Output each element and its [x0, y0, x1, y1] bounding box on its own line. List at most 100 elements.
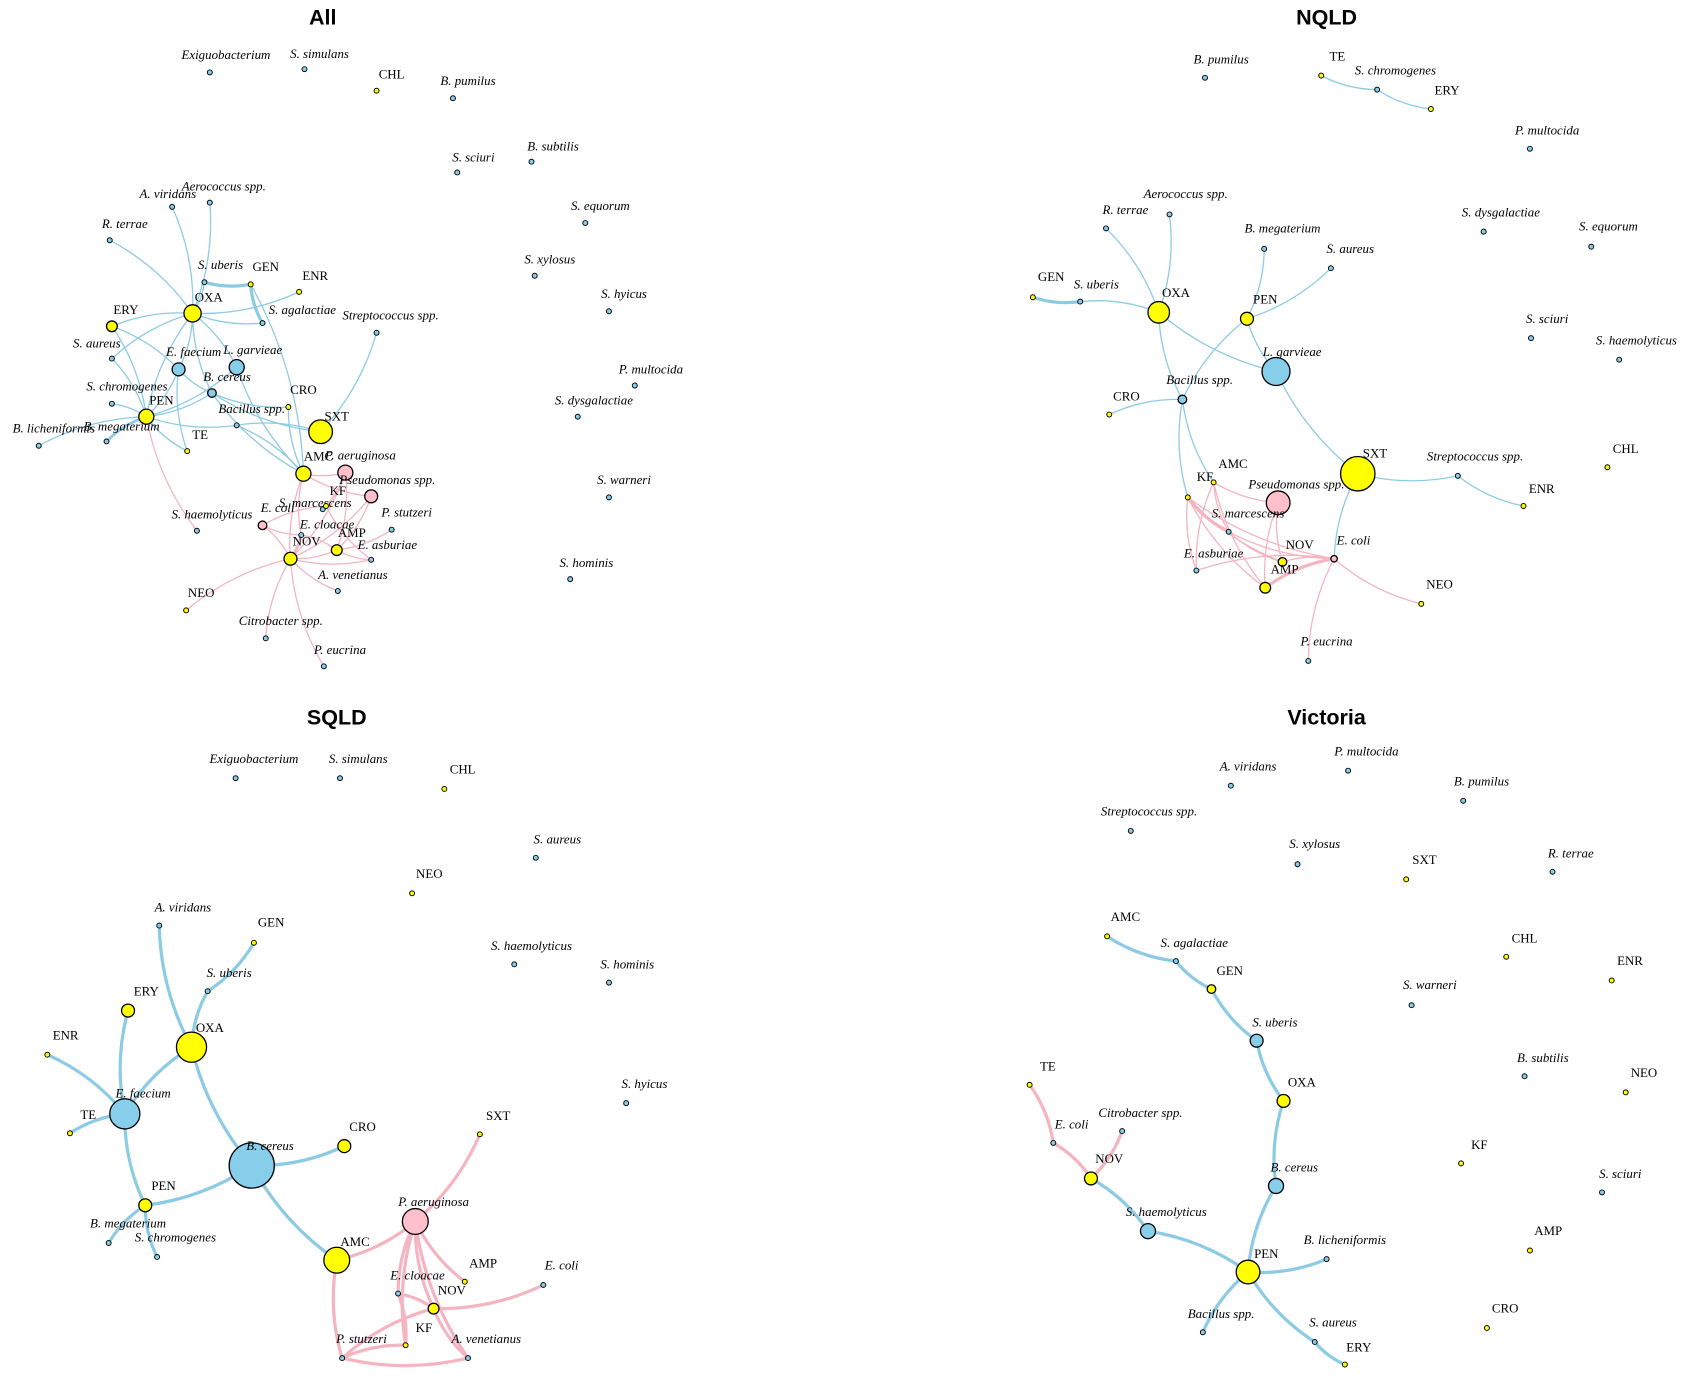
antibiotic-label: KF [416, 1320, 433, 1335]
species-label: B. cereus [203, 369, 251, 384]
node [605, 308, 612, 315]
antibiotic-label: GEN [252, 259, 279, 274]
edge [1181, 318, 1248, 401]
node [1166, 211, 1173, 218]
species-label: A. viridans [139, 186, 197, 201]
antibiotic-label: AMC [340, 1234, 369, 1249]
antibiotic-label: NEO [188, 585, 215, 600]
species-label: B. megaterium [90, 1216, 166, 1231]
node [623, 1100, 630, 1107]
edge [111, 312, 194, 360]
edge [109, 239, 194, 315]
species-label: S. uberis [1074, 276, 1119, 291]
node [1139, 1222, 1157, 1240]
node [1503, 953, 1510, 960]
edge [1320, 74, 1378, 91]
antibiotic-label: NOV [438, 1282, 467, 1297]
edge [261, 505, 327, 526]
species-label: S. uberis [207, 965, 252, 980]
node [1261, 356, 1291, 387]
node [461, 1278, 468, 1285]
node [250, 939, 257, 946]
edge [1178, 398, 1189, 499]
node [175, 1031, 208, 1063]
node [1239, 311, 1255, 326]
edge [1228, 531, 1335, 560]
node [298, 532, 305, 538]
node [1622, 1089, 1629, 1096]
node [206, 69, 213, 76]
node [301, 66, 308, 73]
edge [340, 1343, 408, 1360]
panel-title: NQLD [1296, 5, 1357, 29]
node [1599, 1189, 1605, 1196]
species-label: S. aureus [1309, 1315, 1357, 1330]
antibiotic-label: ENR [1617, 953, 1643, 968]
antibiotic-label: CHL [450, 762, 476, 777]
species-label: B. megaterium [1244, 220, 1320, 235]
node [1210, 479, 1217, 486]
species-label: S. warneri [1403, 977, 1457, 992]
panel-title: SQLD [307, 706, 367, 730]
edge [176, 368, 188, 452]
node [1608, 977, 1615, 984]
node [1345, 767, 1352, 774]
node [1184, 494, 1191, 501]
edge [1376, 88, 1432, 110]
species-label: R. terrae [1547, 846, 1594, 861]
node [262, 635, 269, 642]
panel-title: All [309, 5, 336, 29]
node [233, 422, 240, 429]
node [138, 408, 155, 425]
node [206, 199, 213, 206]
species-label: P. multocida [1514, 123, 1579, 138]
edge [1195, 554, 1335, 572]
species-label: B. megaterium [84, 418, 160, 433]
node [1119, 1128, 1126, 1135]
species-label: E. faecium [165, 344, 221, 359]
antibiotic-label: ENR [53, 1027, 79, 1042]
species-label: S. aureus [1326, 241, 1374, 256]
node [1549, 868, 1556, 875]
node [1147, 300, 1171, 324]
panel-title: Victoria [1287, 706, 1367, 730]
species-label: L. garvieae [1262, 344, 1322, 359]
node [308, 419, 334, 445]
species-label: S. chromogenes [86, 379, 167, 394]
species-label: S. warneri [597, 472, 651, 487]
node [364, 489, 379, 504]
node [1427, 106, 1434, 112]
node [154, 1253, 161, 1260]
edge [340, 1356, 470, 1368]
species-label: S. hyicus [601, 286, 647, 301]
species-label: S. aureus [73, 336, 121, 351]
node [1265, 490, 1291, 516]
edge [1246, 267, 1332, 320]
antibiotic-label: KF [330, 483, 347, 498]
node [401, 1207, 429, 1236]
species-label: S. marcescens [279, 495, 352, 510]
node [337, 1139, 352, 1154]
node [567, 576, 574, 583]
species-label: B. licheniformis [13, 421, 95, 436]
edge [111, 325, 147, 418]
edge [265, 558, 292, 639]
species-label: S. equorum [1579, 218, 1638, 233]
antibiotic-label: PEN [1253, 291, 1278, 306]
species-label: B. cereus [1271, 1160, 1319, 1175]
node [1225, 528, 1232, 535]
node [373, 87, 380, 94]
antibiotic-label: OXA [1288, 1075, 1317, 1090]
species-label: P. stutzeri [335, 1331, 387, 1346]
node [540, 1281, 547, 1288]
antibiotic-label: AMP [469, 1255, 497, 1270]
antibiotic-label: TE [1040, 1059, 1056, 1074]
node [323, 1246, 351, 1274]
edge [1263, 557, 1336, 590]
node [1341, 1361, 1348, 1368]
edges [38, 74, 1525, 1368]
antibiotic-label: AMP [1271, 562, 1299, 577]
node [1103, 225, 1109, 232]
edge [185, 558, 292, 611]
